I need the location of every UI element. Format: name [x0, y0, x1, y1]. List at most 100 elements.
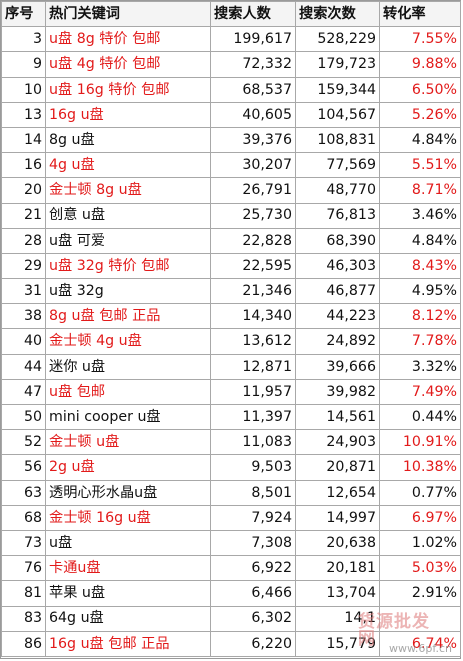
- table-row: 31 u盘 32g 21,346 46,877 4.95%: [1, 278, 461, 305]
- table-row: 29 u盘 32g 特价 包邮 22,595 46,303 8.43%: [1, 252, 461, 280]
- cell-rate: 6.74%: [379, 630, 461, 657]
- cell-searches: 12,654: [295, 479, 380, 506]
- cell-id: 44: [1, 353, 46, 380]
- table-row: 63 透明心形水晶u盘 8,501 12,654 0.77%: [1, 479, 461, 506]
- cell-rate: 3.32%: [379, 353, 461, 380]
- cell-rate: 7.49%: [379, 378, 461, 406]
- table-row: 9 u盘 4g 特价 包邮 72,332 179,723 9.88%: [1, 51, 461, 78]
- cell-id: 40: [1, 328, 46, 355]
- cell-id: 3: [1, 26, 46, 53]
- cell-users: 30,207: [210, 152, 296, 179]
- cell-users: 6,922: [210, 555, 296, 582]
- table-row: 50 mini cooper u盘 11,397 14,561 0.44%: [1, 403, 461, 431]
- table-row: 16 4g u盘 30,207 77,569 5.51%: [1, 152, 461, 179]
- cell-users: 11,957: [210, 378, 296, 406]
- cell-searches: 46,303: [295, 252, 380, 280]
- cell-keyword: u盘 32g: [45, 278, 211, 305]
- cell-users: 8,501: [210, 479, 296, 506]
- cell-searches: 528,229: [295, 26, 380, 53]
- cell-id: 76: [1, 555, 46, 582]
- cell-id: 38: [1, 303, 46, 330]
- table-row: 38 8g u盘 包邮 正品 14,340 44,223 8.12%: [1, 303, 461, 330]
- cell-users: 199,617: [210, 26, 296, 53]
- cell-keyword: 金士顿 16g u盘: [45, 504, 211, 531]
- cell-id: 83: [1, 605, 46, 632]
- cell-searches: 15,779: [295, 630, 380, 657]
- cell-keyword: mini cooper u盘: [45, 403, 211, 431]
- cell-users: 26,791: [210, 177, 296, 204]
- cell-rate: 0.44%: [379, 403, 461, 431]
- cell-searches: 14,1: [295, 605, 380, 632]
- cell-keyword: u盘 包邮: [45, 378, 211, 406]
- cell-id: 21: [1, 202, 46, 229]
- cell-id: 16: [1, 152, 46, 179]
- cell-id: 9: [1, 51, 46, 78]
- cell-keyword: 苹果 u盘: [45, 580, 211, 607]
- table-row: 3 u盘 8g 特价 包邮 199,617 528,229 7.55%: [1, 26, 461, 53]
- table-row: 40 金士顿 4g u盘 13,612 24,892 7.78%: [1, 328, 461, 355]
- cell-id: 86: [1, 630, 46, 657]
- cell-rate: 9.88%: [379, 51, 461, 78]
- cell-searches: 20,181: [295, 555, 380, 582]
- cell-rate: 5.51%: [379, 152, 461, 179]
- cell-users: 12,871: [210, 353, 296, 380]
- table-row: 56 2g u盘 9,503 20,871 10.38%: [1, 454, 461, 481]
- table-row: 14 8g u盘 39,376 108,831 4.84%: [1, 126, 461, 154]
- cell-users: 14,340: [210, 303, 296, 330]
- table-row: 81 苹果 u盘 6,466 13,704 2.91%: [1, 580, 461, 607]
- header-row: 序号 热门关键词 搜索人数 搜索次数 转化率: [1, 0, 461, 28]
- cell-id: 13: [1, 101, 46, 128]
- cell-rate: 10.38%: [379, 454, 461, 481]
- header-rate: 转化率: [379, 0, 461, 28]
- cell-keyword: u盘 可爱: [45, 227, 211, 254]
- cell-searches: 179,723: [295, 51, 380, 78]
- cell-searches: 14,561: [295, 403, 380, 431]
- cell-keyword: 2g u盘: [45, 454, 211, 481]
- table-row: 20 金士顿 8g u盘 26,791 48,770 8.71%: [1, 177, 461, 204]
- header-searches: 搜索次数: [295, 0, 380, 28]
- cell-users: 22,828: [210, 227, 296, 254]
- cell-id: 63: [1, 479, 46, 506]
- cell-id: 50: [1, 403, 46, 431]
- table-row: 13 16g u盘 40,605 104,567 5.26%: [1, 101, 461, 128]
- cell-keyword: u盘 16g 特价 包邮: [45, 76, 211, 103]
- cell-rate: 10.91%: [379, 429, 461, 456]
- cell-keyword: 金士顿 8g u盘: [45, 177, 211, 204]
- cell-id: 81: [1, 580, 46, 607]
- cell-searches: 44,223: [295, 303, 380, 330]
- cell-rate: 5.26%: [379, 101, 461, 128]
- cell-rate: 7.78%: [379, 328, 461, 355]
- cell-id: 20: [1, 177, 46, 204]
- table-row: 10 u盘 16g 特价 包邮 68,537 159,344 6.50%: [1, 76, 461, 103]
- cell-searches: 108,831: [295, 126, 380, 154]
- cell-keyword: 卡通u盘: [45, 555, 211, 582]
- cell-rate: 4.84%: [379, 227, 461, 254]
- cell-searches: 159,344: [295, 76, 380, 103]
- cell-id: 47: [1, 378, 46, 406]
- cell-id: 31: [1, 278, 46, 305]
- cell-searches: 68,390: [295, 227, 380, 254]
- cell-id: 10: [1, 76, 46, 103]
- table-row: 52 金士顿 u盘 11,083 24,903 10.91%: [1, 429, 461, 456]
- cell-users: 11,397: [210, 403, 296, 431]
- table-row: 28 u盘 可爱 22,828 68,390 4.84%: [1, 227, 461, 254]
- table-row: 68 金士顿 16g u盘 7,924 14,997 6.97%: [1, 504, 461, 531]
- cell-users: 25,730: [210, 202, 296, 229]
- cell-searches: 77,569: [295, 152, 380, 179]
- cell-rate: 6.50%: [379, 76, 461, 103]
- table-row: 83 64g u盘 6,302 14,1: [1, 605, 461, 632]
- cell-searches: 24,892: [295, 328, 380, 355]
- cell-users: 11,083: [210, 429, 296, 456]
- cell-searches: 13,704: [295, 580, 380, 607]
- cell-keyword: 金士顿 4g u盘: [45, 328, 211, 355]
- table-row: 73 u盘 7,308 20,638 1.02%: [1, 529, 461, 557]
- cell-searches: 14,997: [295, 504, 380, 531]
- cell-keyword: 64g u盘: [45, 605, 211, 632]
- cell-id: 56: [1, 454, 46, 481]
- cell-rate: 4.95%: [379, 278, 461, 305]
- cell-users: 6,220: [210, 630, 296, 657]
- cell-users: 21,346: [210, 278, 296, 305]
- cell-users: 13,612: [210, 328, 296, 355]
